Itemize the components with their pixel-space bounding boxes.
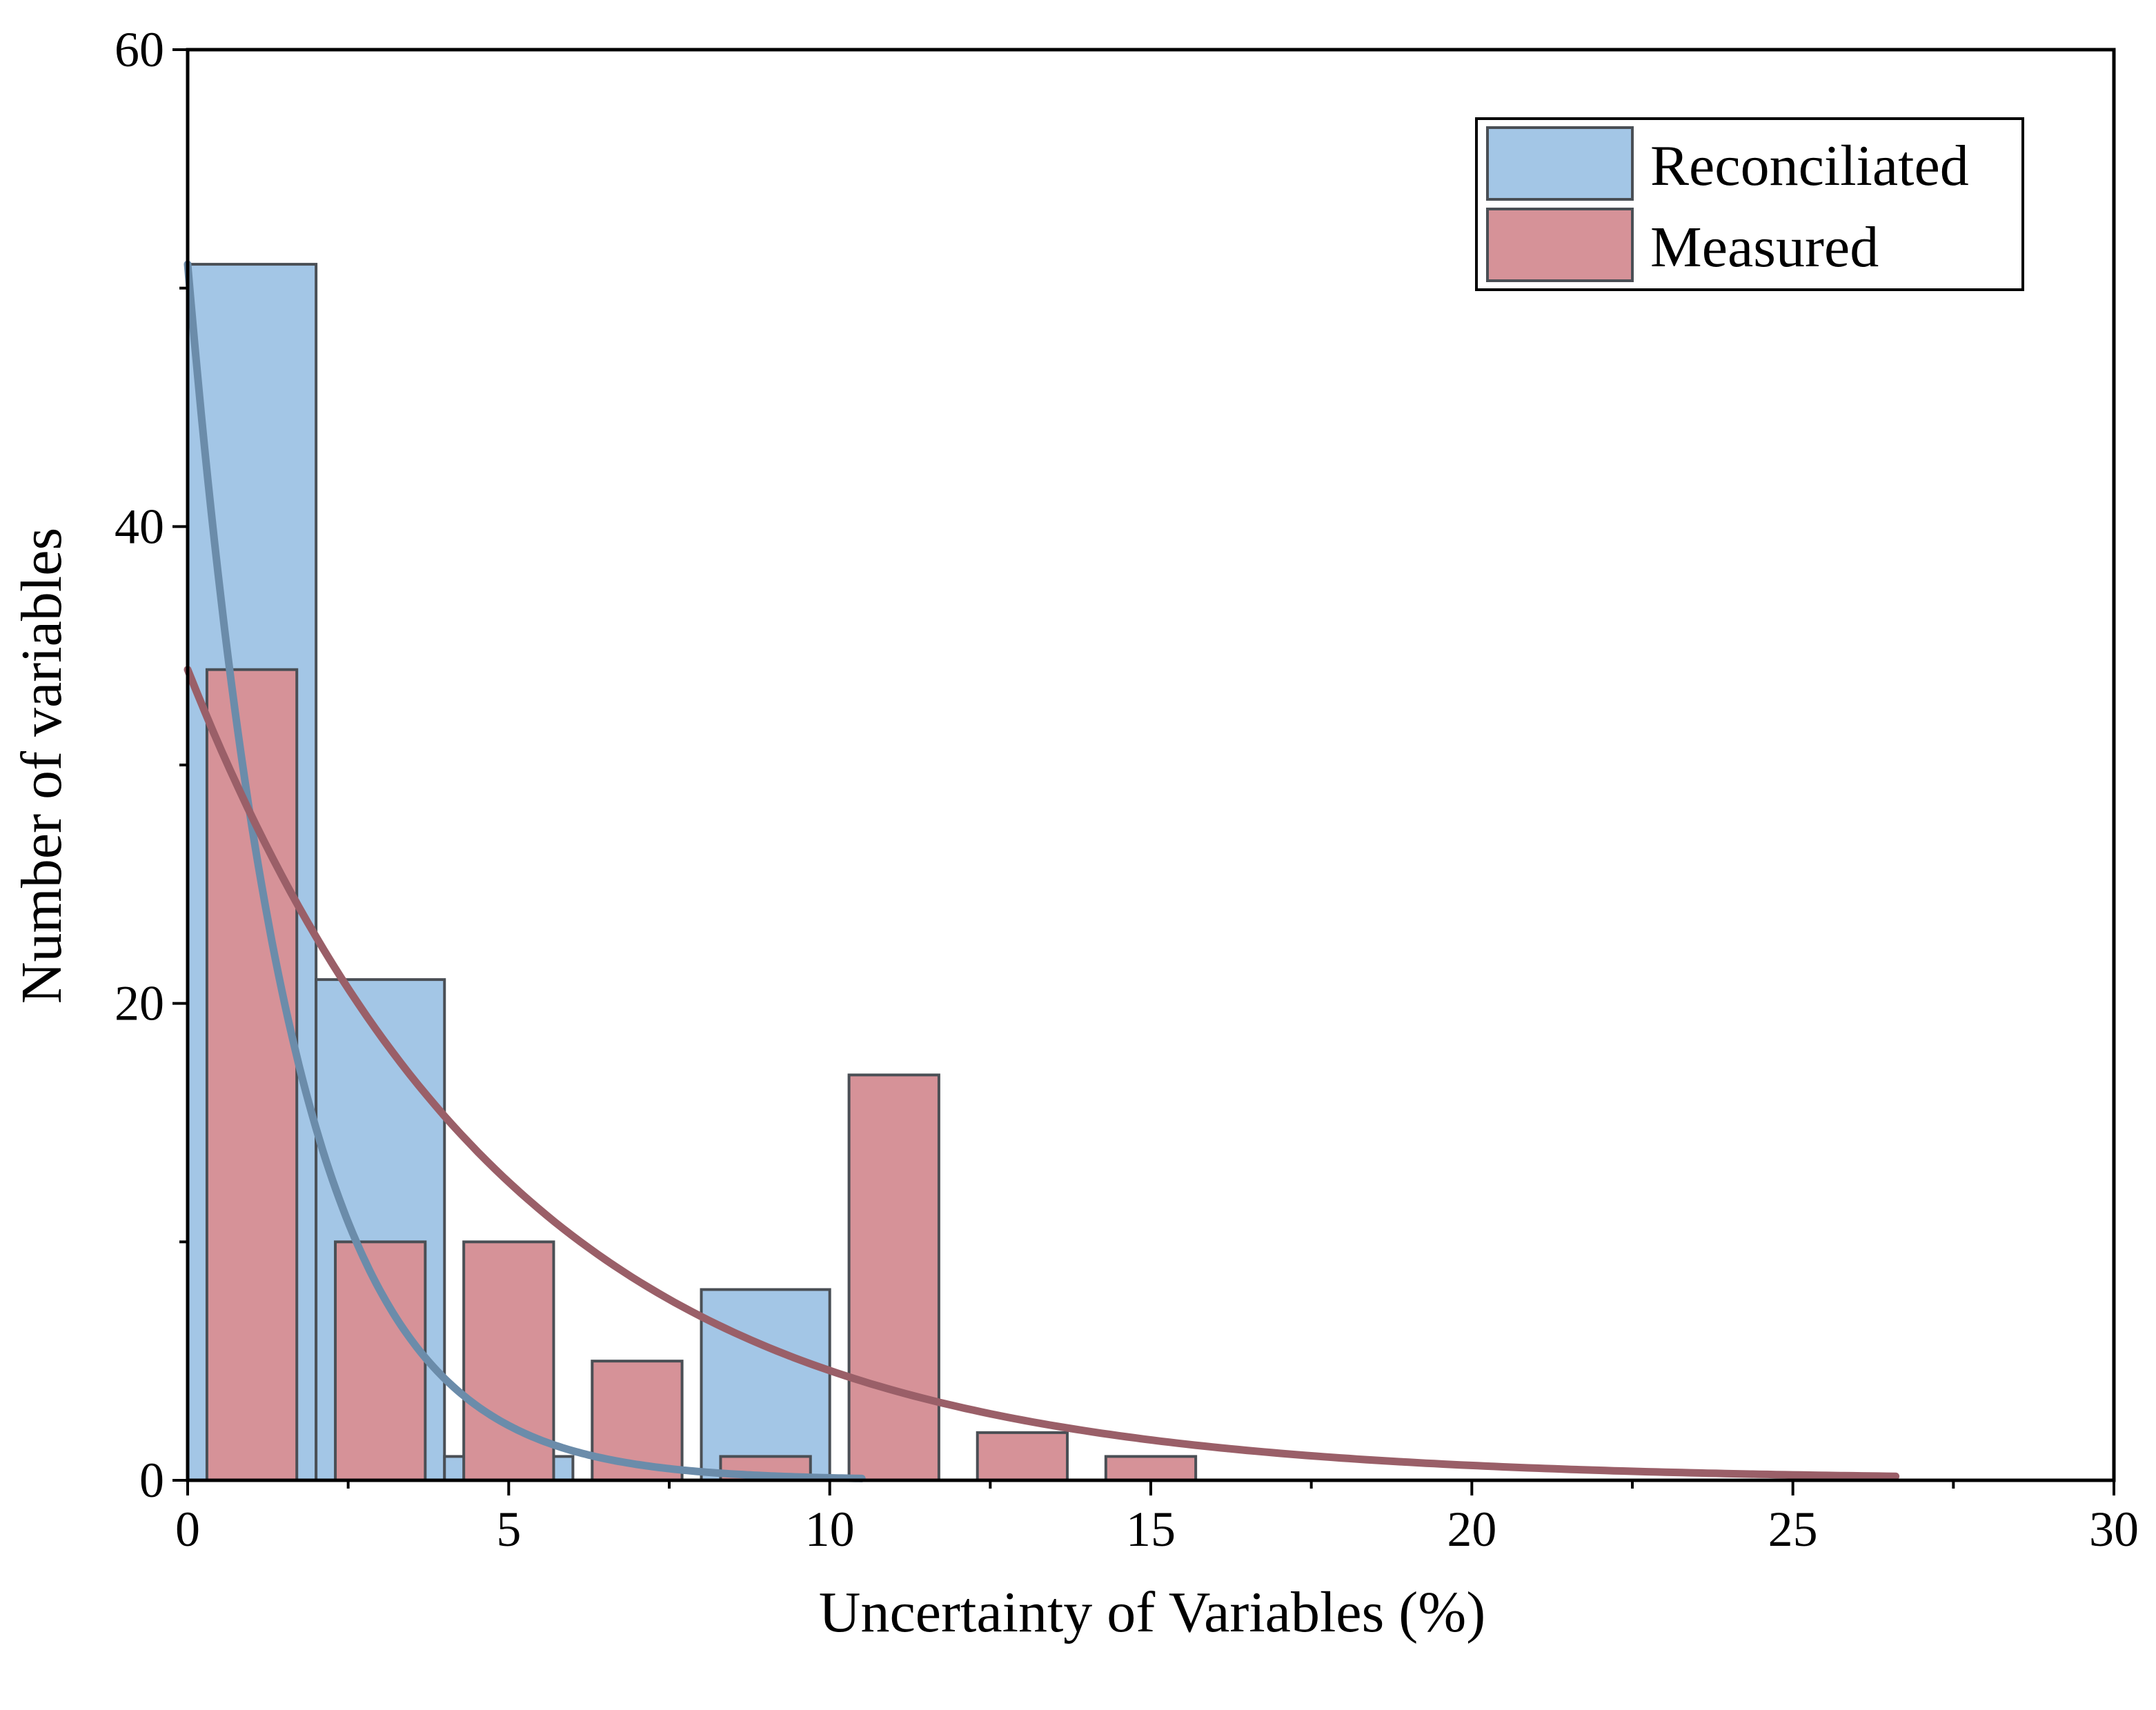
bar-measured-6 xyxy=(976,1431,1069,1482)
x-tick-label: 30 xyxy=(2089,1502,2139,1557)
bar-measured-1 xyxy=(334,1240,427,1482)
bar-measured-5 xyxy=(847,1073,940,1482)
y-tick-label: 20 xyxy=(115,976,164,1031)
y-axis-title: Number of variables xyxy=(10,528,74,1004)
legend: Reconciliated Measured xyxy=(1475,117,2024,291)
x-tick-label: 20 xyxy=(1447,1502,1496,1557)
bar-measured-0 xyxy=(205,668,299,1482)
bar-reconciliated-4 xyxy=(700,1288,831,1482)
fit-curve-measured xyxy=(184,666,1900,1480)
x-axis-title: Uncertainty of Variables (%) xyxy=(819,1580,1485,1644)
bar-measured-2 xyxy=(462,1240,555,1482)
x-tick-label: 15 xyxy=(1126,1502,1176,1557)
fit-curves-layer xyxy=(184,260,1900,1482)
bar-measured-7 xyxy=(1104,1455,1198,1482)
bars-layer xyxy=(186,263,1198,1482)
legend-swatch-reconciliated xyxy=(1486,126,1634,201)
y-tick-label: 40 xyxy=(115,499,164,554)
ticks-layer: 0 5 10 15 20 25 30 0 20 40 60 xyxy=(115,22,2139,1557)
legend-label-measured: Measured xyxy=(1650,215,1879,279)
x-tick-label: 5 xyxy=(496,1502,521,1557)
x-tick-label: 0 xyxy=(175,1502,200,1557)
legend-swatch-measured xyxy=(1486,208,1634,282)
legend-label-reconciliated: Reconciliated xyxy=(1650,134,1969,198)
y-tick-label: 60 xyxy=(115,22,164,77)
fit-curve-reconciliated xyxy=(184,260,866,1482)
y-tick-label: 0 xyxy=(139,1453,164,1508)
x-tick-label: 25 xyxy=(1768,1502,1818,1557)
x-tick-label: 10 xyxy=(805,1502,855,1557)
